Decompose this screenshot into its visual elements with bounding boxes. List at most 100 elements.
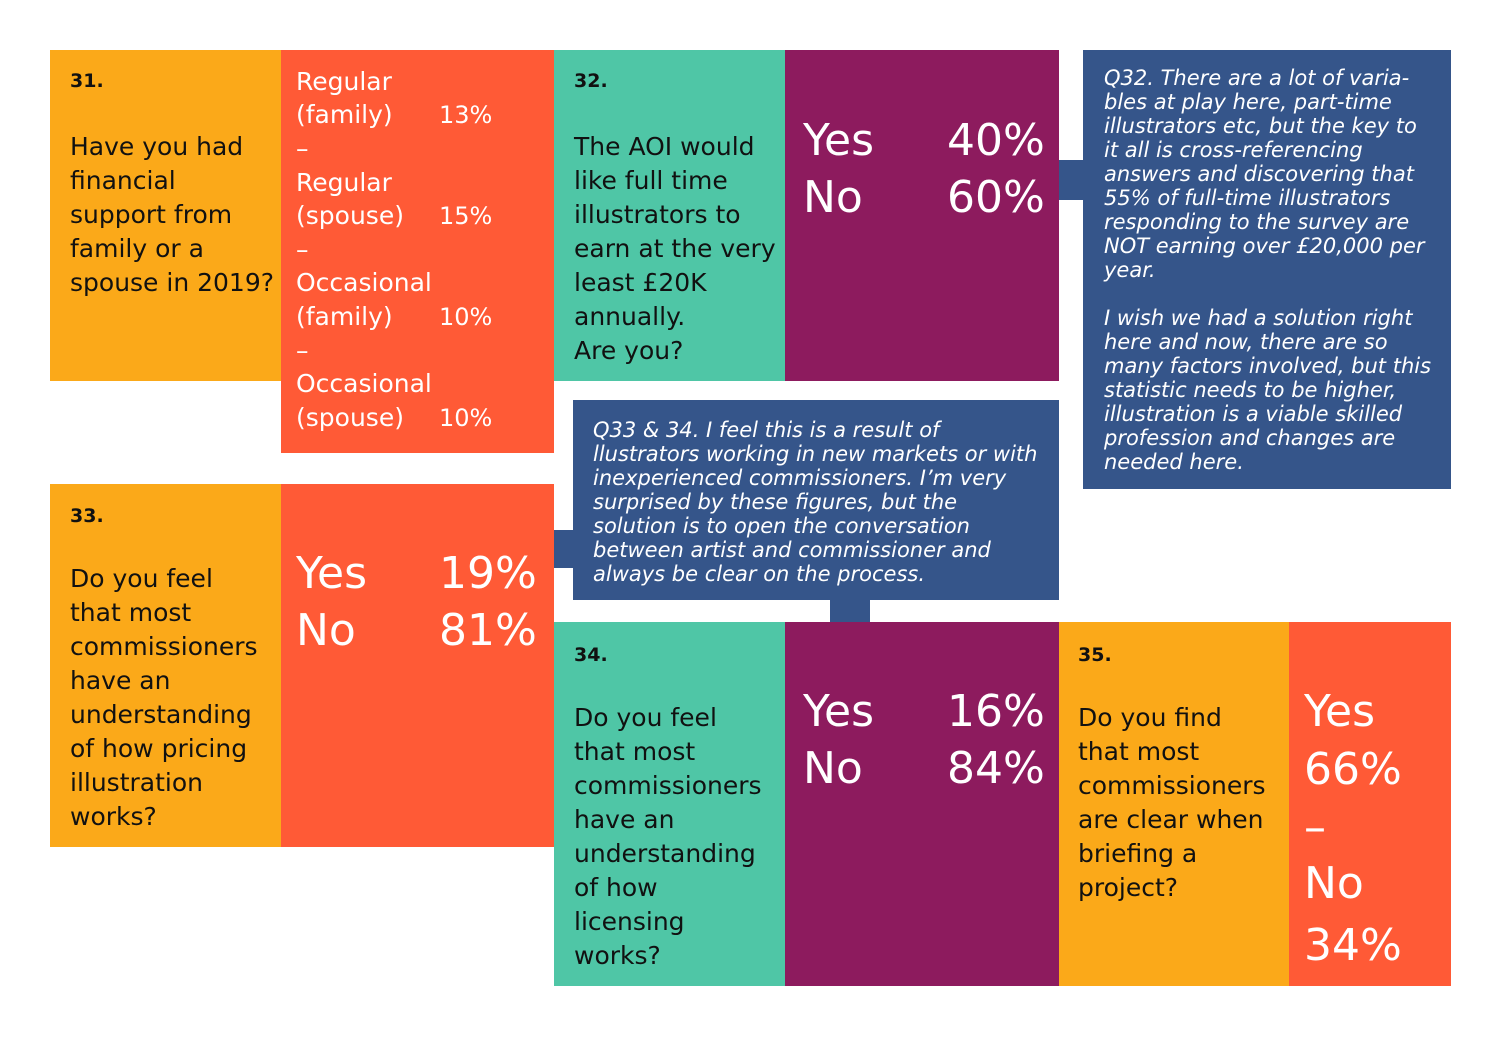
note-line: I wish we had a solution right: [1104, 306, 1413, 330]
q34-line: that most: [574, 737, 696, 766]
connector-q33-note: [553, 530, 575, 568]
q32-answer-panel: Yes 40% No 60%: [785, 50, 1059, 381]
q31-question-panel: 31. Have you had financial support from …: [50, 50, 281, 381]
q35-yes-label: Yes: [1304, 686, 1376, 737]
q33-line: works?: [70, 802, 157, 831]
q31-line: spouse in 2019?: [70, 268, 275, 297]
note-line: Q33 & 34. I feel this is a result of: [593, 418, 940, 442]
q32-question-panel: 32. The AOI would like full time illustr…: [554, 50, 785, 381]
q34-line: works?: [574, 941, 661, 970]
q31-number: 31.: [70, 70, 104, 92]
q35-line: are clear when: [1078, 805, 1264, 834]
q31-answer-label: (family): [296, 302, 393, 331]
q31-answer-pct: 13%: [439, 101, 493, 129]
q33-line: have an: [70, 666, 171, 695]
note-line: year.: [1104, 258, 1156, 282]
note-line: profession and changes are: [1104, 426, 1396, 450]
note-line: statistic needs to be higher,: [1104, 378, 1397, 402]
q34-answer-panel: Yes 16% No 84%: [785, 622, 1059, 986]
note-line: inexperienced commissioners. I’m very: [593, 466, 1007, 490]
q34-line: commissioners: [574, 771, 762, 800]
q34-line: Do you feel: [574, 703, 717, 732]
note-line: llustrators working in new markets or wi…: [593, 442, 1038, 466]
q31-answer-label: Regular: [296, 67, 392, 96]
connector-note-q34: [830, 598, 870, 624]
q35-line: project?: [1078, 873, 1179, 902]
q32-commentary-text: Q32. There are a lot of varia- bles at p…: [1104, 66, 1431, 474]
note-line: responding to the survey are: [1104, 210, 1410, 234]
q33-number: 33.: [70, 505, 104, 527]
q31-answer-label: (spouse): [296, 201, 404, 230]
q35-line: briefing a: [1078, 839, 1198, 868]
q35-question-text: Do you find that most commissioners are …: [1078, 701, 1266, 905]
q31-answer-label: Occasional: [296, 268, 432, 297]
q32-yes-label: Yes: [803, 115, 875, 166]
q34-question-panel: 34. Do you feel that most commissioners …: [554, 622, 785, 986]
note-line: needed here.: [1104, 450, 1244, 474]
note-line: surprised by these figures, but the: [593, 490, 958, 514]
note-line: it all is cross-referencing: [1104, 138, 1363, 162]
q33-answer-panel: Yes 19% No 81%: [281, 484, 554, 847]
q35-question-panel: 35. Do you find that most commissioners …: [1059, 622, 1289, 986]
q32-question-text: The AOI would like full time illustrator…: [574, 130, 776, 368]
q33-34-commentary-text: Q33 & 34. I feel this is a result of llu…: [593, 418, 1037, 586]
q35-yes-pct: 66%: [1304, 744, 1402, 795]
q33-no-pct: 81%: [439, 605, 537, 656]
note-line: between artist and commissioner and: [593, 538, 991, 562]
q31-answer-label: (family): [296, 100, 393, 129]
q32-line: like full time: [574, 166, 728, 195]
q33-line: Do you feel: [70, 564, 213, 593]
q31-answer-panel: Regular (family) 13% – Regular (spouse) …: [281, 50, 554, 453]
q31-answer-pct: 10%: [439, 303, 493, 331]
q33-34-commentary-box: Q33 & 34. I feel this is a result of llu…: [573, 400, 1059, 600]
note-line: always be clear on the process.: [593, 562, 926, 586]
q35-number: 35.: [1078, 644, 1112, 666]
q33-no-label: No: [296, 605, 356, 656]
q31-line: financial: [70, 166, 176, 195]
q31-answer-pct: 15%: [439, 202, 493, 230]
q32-no-label: No: [803, 172, 863, 223]
q33-question-panel: 33. Do you feel that most commissioners …: [50, 484, 281, 847]
note-line: answers and discovering that: [1104, 162, 1414, 186]
q34-question-text: Do you feel that most commissioners have…: [574, 701, 762, 973]
q31-line: family or a: [70, 234, 204, 263]
note-line: 55% of full-time illustrators: [1104, 186, 1391, 210]
q33-yes-label: Yes: [296, 548, 368, 599]
q33-line: illustration: [70, 768, 203, 797]
q32-line: annually.: [574, 302, 686, 331]
q31-answer-label: Occasional: [296, 369, 432, 398]
q32-line: Are you?: [574, 336, 684, 365]
q32-yes-pct: 40%: [947, 115, 1045, 166]
q32-line: least £20K: [574, 268, 707, 297]
q32-line: illustrators to: [574, 200, 741, 229]
q32-number: 32.: [574, 70, 608, 92]
q31-separator: –: [296, 235, 309, 264]
q34-line: have an: [574, 805, 675, 834]
q33-line: of how pricing: [70, 734, 248, 763]
q35-line: Do you find: [1078, 703, 1222, 732]
q33-question-text: Do you feel that most commissioners have…: [70, 562, 258, 834]
q31-separator: –: [296, 134, 309, 163]
q32-commentary-box: Q32. There are a lot of varia- bles at p…: [1083, 50, 1451, 489]
q35-answer-panel: Yes 66% – No 34%: [1289, 622, 1451, 986]
q31-answer-label: (spouse): [296, 403, 404, 432]
q31-separator: –: [296, 336, 309, 365]
q31-question-text: Have you had financial support from fami…: [70, 130, 274, 300]
q33-line: understanding: [70, 700, 252, 729]
note-line: bles at play here, part-time: [1104, 90, 1392, 114]
q31-line: Have you had: [70, 132, 244, 161]
q31-answer-pct: 10%: [439, 404, 493, 432]
note-line: here and now, there are so: [1104, 330, 1388, 354]
note-line: many factors involved, but this: [1104, 354, 1432, 378]
q34-line: licensing: [574, 907, 685, 936]
q34-yes-label: Yes: [803, 686, 875, 737]
note-line: illustrators etc, but the key to: [1104, 114, 1417, 138]
q35-no-label: No: [1304, 858, 1364, 909]
q35-line: commissioners: [1078, 771, 1266, 800]
q32-line: earn at the very: [574, 234, 776, 263]
q35-line: that most: [1078, 737, 1200, 766]
q32-line: The AOI would: [574, 132, 755, 161]
q31-answer-label: Regular: [296, 168, 392, 197]
note-line: NOT earning over £20,000 per: [1104, 234, 1425, 258]
q34-no-label: No: [803, 743, 863, 794]
